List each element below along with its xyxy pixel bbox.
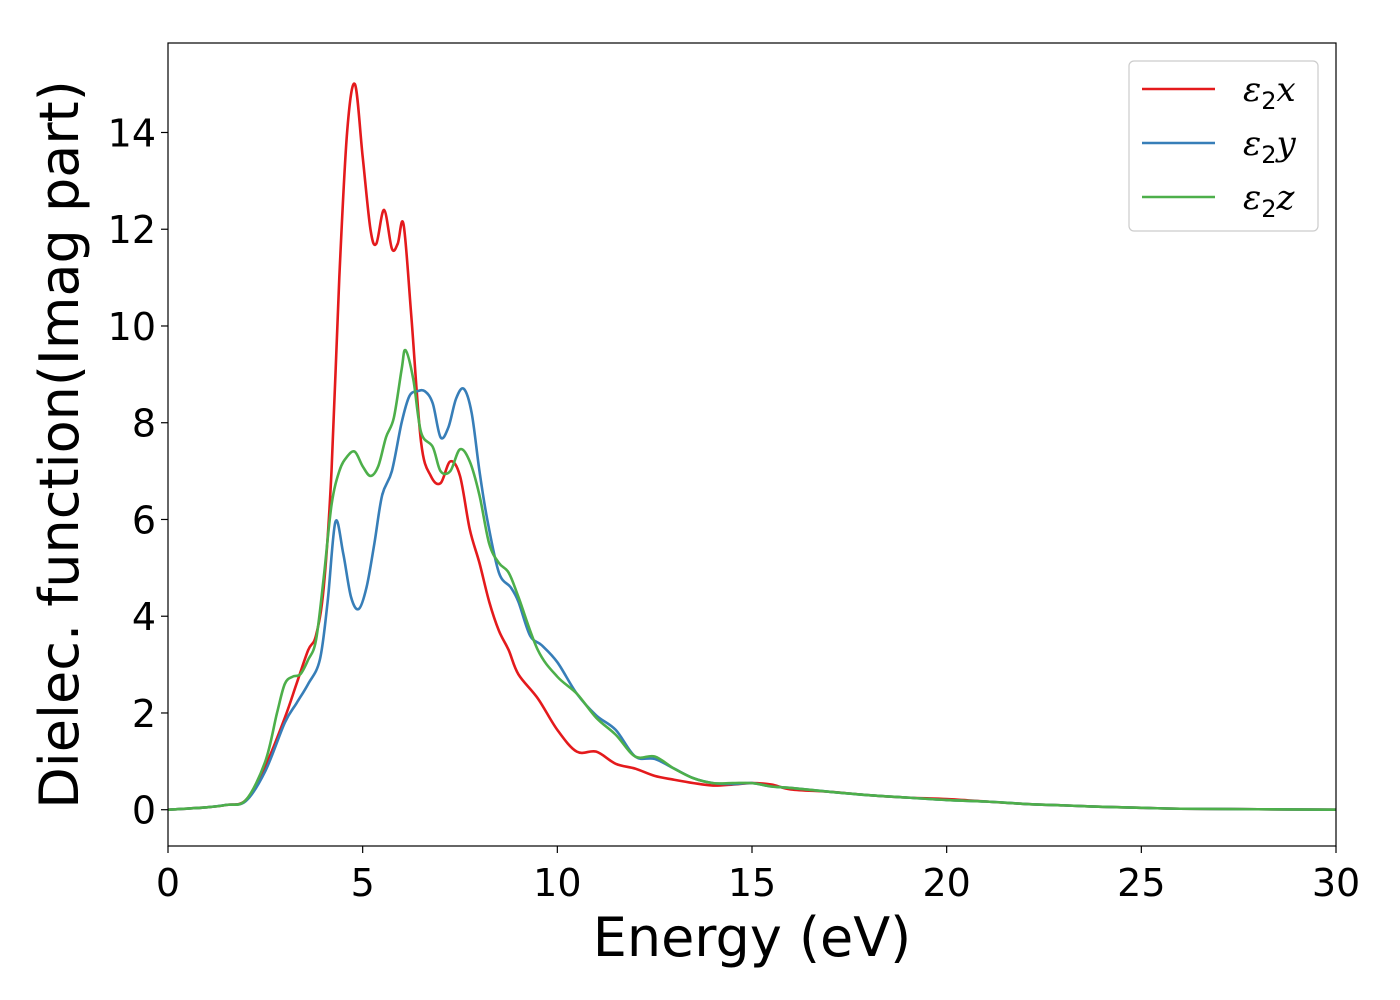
y-tick-label: 12 (108, 208, 156, 252)
x-axis: 0 5 10 15 20 25 30 (156, 846, 1360, 905)
x-tick-label: 15 (728, 861, 776, 905)
legend-label-x: ε2x (1243, 70, 1296, 115)
y-tick-label: 2 (132, 692, 156, 736)
x-tick-label: 10 (533, 861, 581, 905)
series-line-z (167, 348, 1337, 812)
series-layer (167, 82, 1337, 812)
x-axis-title: Energy (eV) (593, 906, 912, 969)
legend-label-z: ε2z (1243, 178, 1296, 223)
y-axis: 0 2 4 6 8 10 12 14 (108, 111, 168, 833)
x-tick-label: 30 (1312, 861, 1360, 905)
y-tick-label: 4 (132, 595, 156, 639)
y-axis-title: Dielec. function(Imag part) (28, 80, 91, 809)
x-tick-label: 20 (922, 861, 970, 905)
legend: ε2x ε2y ε2z (1128, 60, 1319, 232)
y-tick-label: 10 (108, 305, 156, 349)
legend-box (1128, 60, 1319, 232)
x-tick-label: 25 (1117, 861, 1165, 905)
x-tick-label: 5 (351, 861, 375, 905)
y-tick-label: 6 (132, 498, 156, 542)
legend-label-y: ε2y (1243, 124, 1297, 169)
y-tick-label: 0 (132, 789, 156, 833)
y-tick-label: 14 (108, 111, 156, 155)
y-tick-label: 8 (132, 402, 156, 446)
x-tick-label: 0 (156, 861, 180, 905)
